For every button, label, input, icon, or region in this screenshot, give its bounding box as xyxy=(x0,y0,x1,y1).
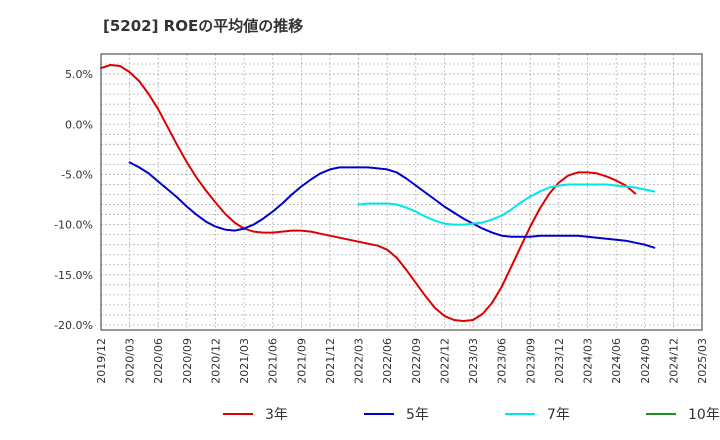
x-tick-label: 2021/12 xyxy=(324,338,337,384)
x-tick-label: 2022/09 xyxy=(410,338,423,384)
x-tick-label: 2023/03 xyxy=(467,338,480,384)
series-line xyxy=(357,183,656,226)
x-tick-label: 2021/09 xyxy=(295,338,308,384)
y-tick-label: -5.0% xyxy=(61,168,93,181)
legend-label: 7年 xyxy=(547,407,570,423)
x-tick-label: 2020/06 xyxy=(152,338,165,384)
x-tick-label: 2019/12 xyxy=(95,338,108,384)
y-tick-label: -15.0% xyxy=(54,269,93,282)
x-tick-label: 2025/03 xyxy=(696,338,709,384)
x-tick-label: 2023/06 xyxy=(496,338,509,384)
x-tick-label: 2024/12 xyxy=(667,338,680,384)
x-tick-label: 2024/09 xyxy=(639,338,652,384)
x-tick-label: 2023/12 xyxy=(553,338,566,384)
y-tick-label: -20.0% xyxy=(54,319,93,332)
series-line xyxy=(128,161,656,249)
x-tick-label: 2024/06 xyxy=(610,338,623,384)
x-tick-label: 2022/12 xyxy=(438,338,451,384)
legend-label: 3年 xyxy=(265,407,288,423)
y-axis-ticks: 5.0% 0.0% -5.0% -10.0% -15.0% -20.0% xyxy=(54,68,93,332)
chart-title: [5202] ROEの平均値の推移 xyxy=(103,17,304,35)
x-tick-label: 2022/06 xyxy=(381,338,394,384)
y-tick-label: 5.0% xyxy=(65,68,93,81)
x-tick-label: 2023/09 xyxy=(524,338,537,384)
x-tick-label: 2024/03 xyxy=(582,338,595,384)
series-group xyxy=(100,64,656,322)
legend-label: 10年 xyxy=(688,407,720,423)
x-tick-label: 2022/03 xyxy=(353,338,366,384)
x-tick-label: 2021/03 xyxy=(238,338,251,384)
x-tick-label: 2020/09 xyxy=(181,338,194,384)
y-tick-label: -10.0% xyxy=(54,219,93,232)
series-line xyxy=(100,64,637,322)
x-axis-ticks: 2019/12 2020/03 2020/06 2020/09 2020/12 2021/… xyxy=(95,338,709,384)
y-tick-label: 0.0% xyxy=(65,118,93,131)
x-tick-label: 2020/03 xyxy=(124,338,137,384)
x-tick-label: 2020/12 xyxy=(209,338,222,384)
x-tick-label: 2021/06 xyxy=(267,338,280,384)
plot-frame xyxy=(100,53,703,331)
plot-area xyxy=(101,54,702,330)
legend-label: 5年 xyxy=(406,407,429,423)
legend: 3年 5年 7年 10年 xyxy=(223,407,720,423)
